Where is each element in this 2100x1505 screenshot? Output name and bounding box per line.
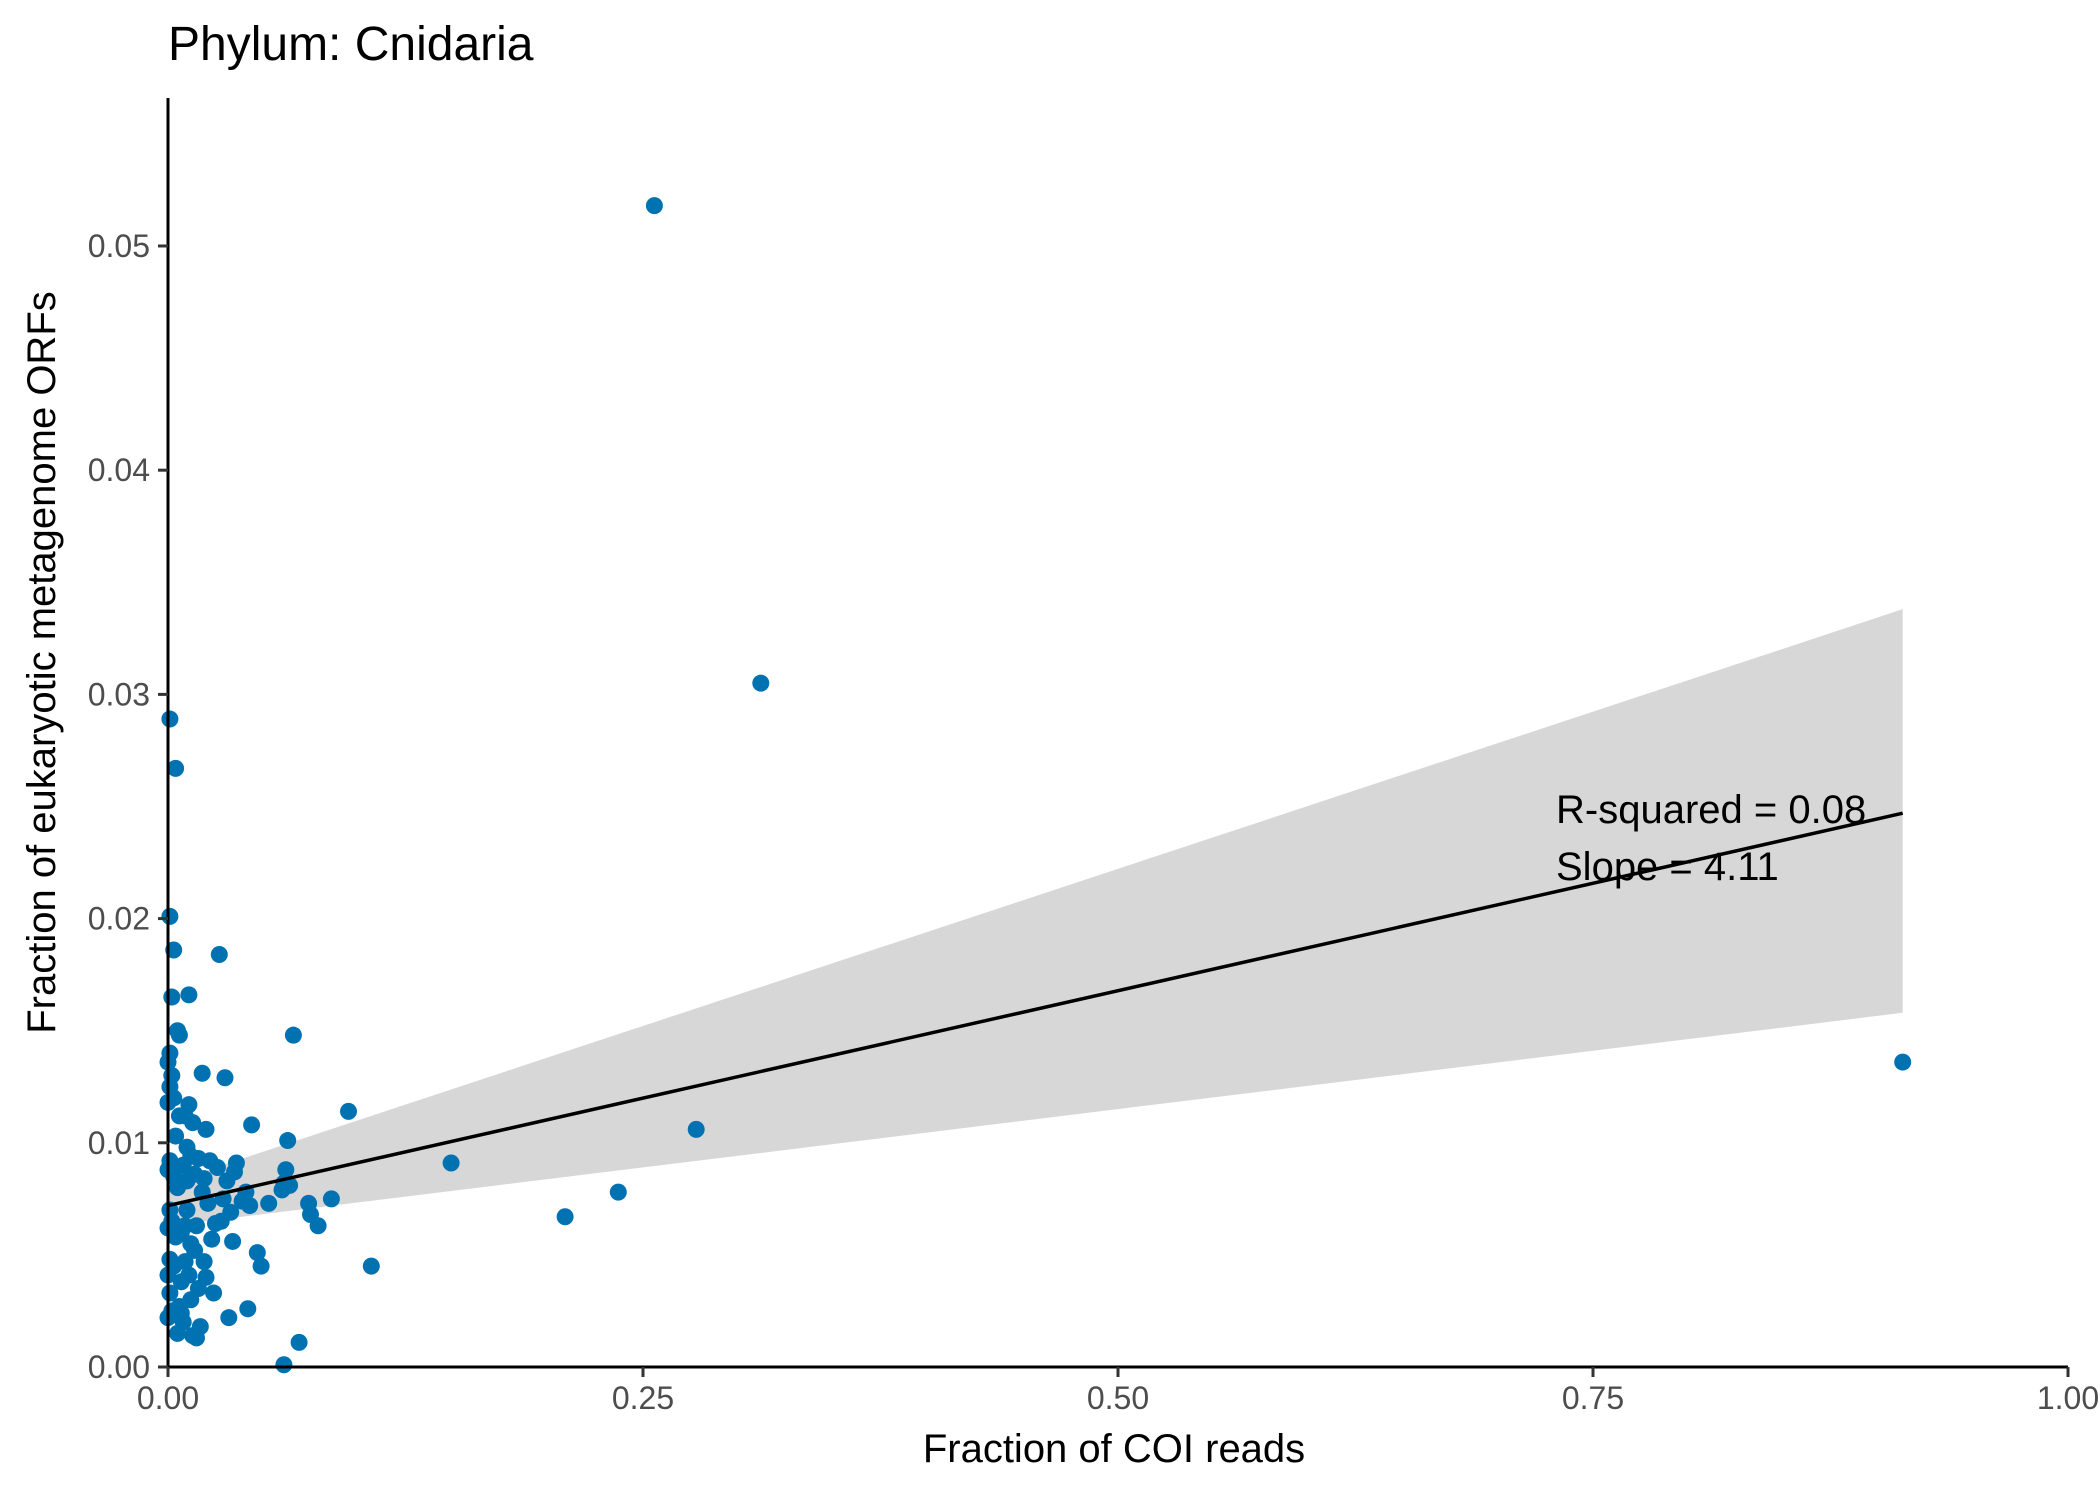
- data-point: [161, 1078, 179, 1096]
- data-point: [300, 1194, 318, 1212]
- data-point: [340, 1102, 357, 1120]
- data-point: [176, 1217, 194, 1235]
- y-tick-label: 0.02: [88, 901, 150, 937]
- data-point: [273, 1181, 291, 1199]
- data-point: [290, 1333, 308, 1351]
- data-point: [203, 1230, 221, 1248]
- y-tick-label: 0.05: [88, 228, 150, 264]
- data-point: [180, 1266, 198, 1284]
- data-point: [186, 1241, 204, 1259]
- y-tick-label: 0.00: [88, 1349, 150, 1385]
- data-point: [178, 1201, 196, 1219]
- data-point: [322, 1190, 340, 1208]
- x-tick-label: 0.50: [1087, 1380, 1149, 1416]
- data-point: [210, 945, 228, 963]
- data-point: [167, 1127, 185, 1145]
- data-point: [752, 674, 770, 692]
- data-point: [218, 1172, 236, 1190]
- r-squared-annotation: R-squared = 0.08: [1556, 788, 1866, 832]
- data-point: [362, 1257, 380, 1275]
- data-point: [178, 1138, 196, 1156]
- regression-line: [167, 811, 1904, 1208]
- data-point: [220, 1309, 238, 1327]
- chart-title: Phylum: Cnidaria: [168, 18, 534, 71]
- data-point: [161, 1250, 179, 1268]
- data-point: [279, 1132, 297, 1150]
- data-point: [193, 1064, 211, 1082]
- data-points-layer: [159, 197, 1912, 1374]
- data-point: [161, 907, 179, 925]
- data-point: [169, 1324, 186, 1342]
- data-point: [260, 1194, 278, 1212]
- data-point: [195, 1253, 213, 1271]
- y-tick-label: 0.03: [88, 676, 150, 712]
- data-point: [184, 1327, 202, 1345]
- data-point: [556, 1208, 574, 1226]
- text-layer: Phylum: Cnidaria Fraction of COI reads F…: [20, 18, 1866, 1471]
- regression-line-layer: [167, 811, 1904, 1208]
- data-point: [180, 986, 198, 1004]
- data-point: [216, 1069, 234, 1087]
- data-point: [212, 1212, 230, 1230]
- x-tick-label: 0.25: [612, 1380, 674, 1416]
- data-point: [161, 710, 179, 728]
- axes-layer: 0.00 0.25 0.50 0.75 1.00 0.00 0.01 0.02 0.03 0.04…: [88, 98, 2099, 1416]
- data-point: [195, 1170, 213, 1188]
- data-point: [243, 1116, 261, 1134]
- data-point: [284, 1026, 302, 1044]
- data-point: [442, 1154, 460, 1172]
- confidence-band: [168, 609, 1903, 1226]
- data-point: [277, 1161, 295, 1179]
- data-point: [197, 1120, 215, 1138]
- y-tick-label: 0.01: [88, 1125, 150, 1161]
- data-point: [233, 1192, 251, 1210]
- data-point: [239, 1300, 257, 1318]
- y-axis-title: Fraction of eukaryotic metagenome ORFs: [20, 291, 64, 1034]
- data-point: [172, 1304, 190, 1322]
- data-point: [1894, 1053, 1912, 1071]
- data-point: [609, 1183, 627, 1201]
- data-point: [189, 1280, 207, 1298]
- data-point: [252, 1257, 270, 1275]
- data-point: [163, 988, 181, 1006]
- data-point: [170, 1107, 188, 1125]
- data-point: [248, 1244, 266, 1262]
- data-point: [645, 197, 663, 215]
- data-point: [275, 1356, 293, 1374]
- data-point: [161, 1284, 179, 1302]
- x-axis-title: Fraction of COI reads: [923, 1427, 1305, 1471]
- confidence-band-layer: [168, 609, 1903, 1226]
- data-point: [687, 1120, 705, 1138]
- data-point: [224, 1232, 242, 1250]
- data-point: [167, 759, 185, 777]
- data-point: [169, 1022, 186, 1040]
- y-tick-label: 0.04: [88, 452, 150, 488]
- x-tick-label: 0.00: [137, 1380, 199, 1416]
- x-tick-label: 0.75: [1562, 1380, 1624, 1416]
- data-point: [205, 1284, 223, 1302]
- slope-annotation: Slope = 4.11: [1556, 845, 1779, 889]
- data-point: [174, 1156, 192, 1174]
- x-tick-label: 1.00: [2037, 1380, 2099, 1416]
